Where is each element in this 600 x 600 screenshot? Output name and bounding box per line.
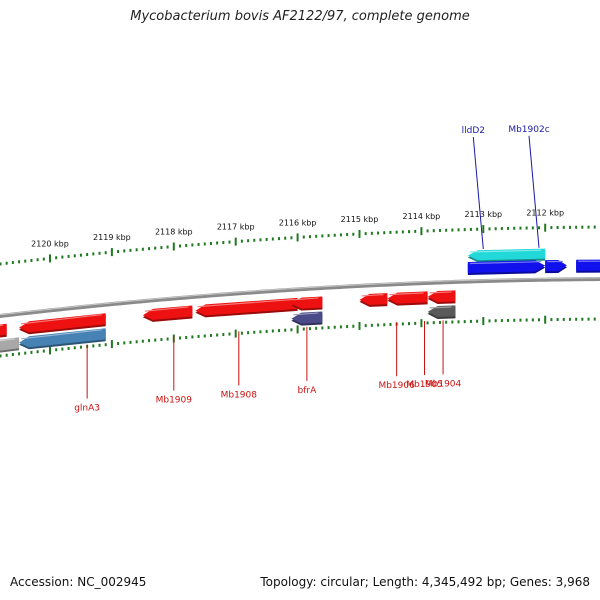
reverse-gene-arrow <box>195 297 298 316</box>
scale-label: 2118 kbp <box>155 228 193 237</box>
scale-label: 2115 kbp <box>341 215 379 224</box>
reverse-cds-box-highlight <box>0 338 16 342</box>
label-leader-line <box>528 135 540 248</box>
reverse-gene-label: Mb1908 <box>221 390 258 400</box>
reverse-gene-label: Mb1909 <box>156 396 193 406</box>
scale-label: 2117 kbp <box>217 223 255 232</box>
reverse-cds-box-highlight <box>293 312 319 316</box>
reverse-gene-label: Mb1906 <box>378 381 415 391</box>
reverse-gene-arrow-highlight <box>20 314 102 325</box>
scale-label: 2116 kbp <box>279 218 317 227</box>
scale-label: 2112 kbp <box>526 209 564 218</box>
reverse-gene-label: Mb1904 <box>425 379 462 389</box>
scale-label: 2113 kbp <box>464 210 502 219</box>
reverse-gene-arrow <box>0 323 7 336</box>
reverse-cds-box <box>19 328 106 348</box>
scale-label: 2114 kbp <box>403 212 441 221</box>
forward-gene-arrow <box>545 259 567 272</box>
reverse-gene-label: glnA3 <box>74 404 100 414</box>
scale-label: 2119 kbp <box>93 233 131 242</box>
reverse-gene-label: bfrA <box>298 386 318 396</box>
forward-gene-arrow <box>576 259 600 271</box>
forward-gene-arrow-highlight <box>469 261 542 265</box>
reverse-gene-label: Mb1905 <box>406 380 442 390</box>
reverse-gene-arrow-highlight <box>389 292 424 296</box>
reverse-cds-box-highlight <box>20 329 102 340</box>
forward-gene-label: lldD2 <box>462 126 485 136</box>
reverse-cds-box <box>427 305 456 318</box>
reverse-gene-arrow <box>142 305 193 320</box>
label-leader-line <box>472 137 484 250</box>
reverse-gene-arrow-highlight <box>361 293 384 297</box>
reverse-cds-box-highlight <box>429 306 452 309</box>
genome-backbone-highlight <box>0 277 600 316</box>
genome-backbone <box>0 277 600 319</box>
reverse-gene-arrow-highlight <box>197 298 294 308</box>
reverse-gene-arrow <box>427 290 456 303</box>
forward-gene-label: Mb1902c <box>508 125 549 135</box>
reverse-gene-arrow-highlight <box>429 291 452 294</box>
reverse-gene-arrow <box>19 313 106 333</box>
reverse-gene-arrow-highlight <box>293 297 319 301</box>
reverse-gene-arrow-highlight <box>144 306 189 312</box>
accession-text: Accession: NC_002945 <box>10 575 147 589</box>
scale-label: 2120 kbp <box>31 239 69 248</box>
forward-cds-box-highlight <box>469 249 542 253</box>
genome-summary-text: Topology: circular; Length: 4,345,492 bp… <box>260 575 590 589</box>
map-title: Mycobacterium bovis AF2122/97, complete … <box>130 9 470 24</box>
